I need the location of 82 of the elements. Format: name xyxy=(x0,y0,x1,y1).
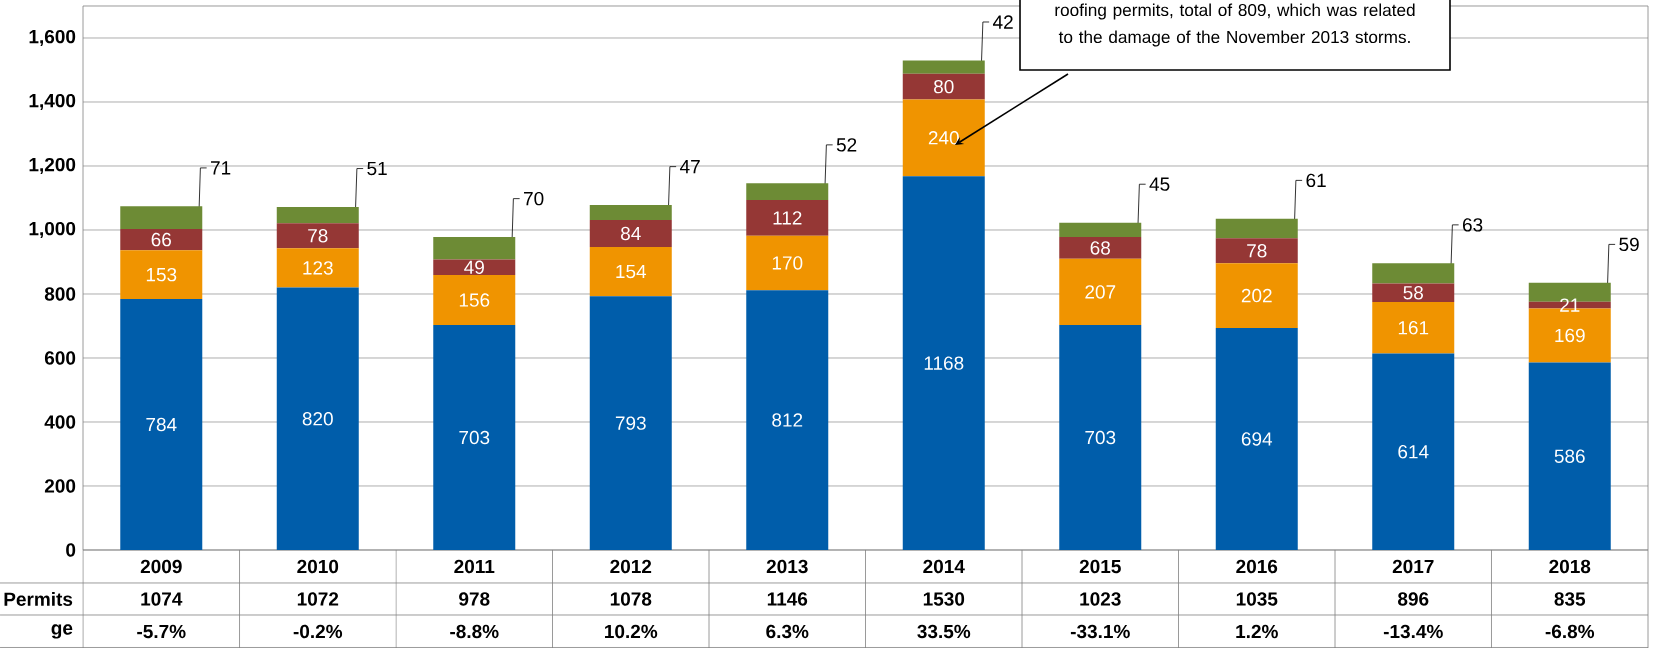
data-label: 80 xyxy=(934,79,954,94)
text: Permits xyxy=(4,592,73,606)
x-tick-label: 2016 xyxy=(1236,559,1278,574)
text: -0.2% xyxy=(293,624,343,639)
text: 1.2% xyxy=(1236,624,1278,639)
data-label: 70 xyxy=(524,191,544,206)
text: 6.3% xyxy=(766,624,809,639)
y-tick-label: 1,400 xyxy=(29,93,76,111)
data-label: 78 xyxy=(308,229,328,243)
text: -13.4% xyxy=(1383,624,1443,639)
text: ge xyxy=(51,624,73,639)
data-label: 123 xyxy=(303,261,333,275)
data-label: 52 xyxy=(836,138,857,152)
y-tick-label: 1,600 xyxy=(29,29,76,47)
text: 33.5% xyxy=(917,624,971,639)
data-label: 156 xyxy=(459,293,490,307)
total-label: 1530 xyxy=(923,592,965,606)
data-label: 21 xyxy=(1560,298,1580,312)
y-tick-label: 1,000 xyxy=(29,221,76,239)
data-label: 703 xyxy=(459,430,490,445)
data-label: 240 xyxy=(928,131,959,145)
annotation: roofing permits, total of 809, which was related to the damage of the November 2013 storms. xyxy=(1055,3,1415,47)
y-tick-label: 0 xyxy=(66,543,76,557)
data-label: 66 xyxy=(151,232,171,247)
data-label: 45 xyxy=(1149,177,1170,191)
text: -8.8% xyxy=(450,624,499,639)
data-label: 784 xyxy=(146,417,177,432)
data-label: 793 xyxy=(615,416,646,430)
data-label: 154 xyxy=(616,264,647,279)
y-tick-label: 200 xyxy=(44,479,76,493)
text: -5.7% xyxy=(137,624,186,639)
x-tick-label: 2018 xyxy=(1549,559,1591,574)
data-label: 47 xyxy=(679,160,700,174)
data-label: 161 xyxy=(1398,321,1429,335)
data-label: 49 xyxy=(464,260,484,274)
x-tick-label: 2011 xyxy=(454,559,495,574)
y-tick-label: 800 xyxy=(44,287,76,301)
data-label: 202 xyxy=(1241,288,1272,303)
total-label: 978 xyxy=(459,592,490,606)
total-label: 1074 xyxy=(141,592,183,606)
data-label: 812 xyxy=(772,413,803,427)
x-tick-label: 2017 xyxy=(1392,559,1434,574)
data-label: 614 xyxy=(1398,445,1429,459)
data-label: 58 xyxy=(1403,285,1424,300)
total-label: 835 xyxy=(1554,592,1586,606)
data-label: 84 xyxy=(621,226,641,241)
x-tick-label: 2012 xyxy=(610,559,652,574)
data-label: 78 xyxy=(1247,244,1267,258)
data-label: 112 xyxy=(773,211,802,225)
data-label: 59 xyxy=(1619,237,1639,252)
data-label: 694 xyxy=(1241,432,1273,446)
data-label: 51 xyxy=(367,161,387,176)
total-label: 896 xyxy=(1397,592,1429,606)
data-label: 169 xyxy=(1555,328,1585,343)
text: -33.1% xyxy=(1070,624,1130,639)
data-label: 42 xyxy=(992,15,1013,29)
y-tick-label: 600 xyxy=(44,351,76,365)
total-label: 1146 xyxy=(767,592,808,606)
x-tick-label: 2014 xyxy=(923,559,965,574)
y-tick-label: 1,200 xyxy=(29,157,76,175)
data-label: 820 xyxy=(302,412,333,426)
data-label: 153 xyxy=(146,267,177,282)
total-label: 1035 xyxy=(1236,592,1278,606)
total-label: 1023 xyxy=(1080,592,1121,606)
data-label: 586 xyxy=(1554,449,1585,463)
x-tick-label: 2010 xyxy=(297,559,339,574)
data-label: 68 xyxy=(1090,241,1111,255)
data-label: 63 xyxy=(1463,218,1483,232)
text: -6.8% xyxy=(1545,624,1595,639)
y-tick-label: 400 xyxy=(44,415,76,429)
x-tick-label: 2013 xyxy=(766,559,808,574)
data-label: 207 xyxy=(1085,285,1116,299)
data-label: 71 xyxy=(211,161,231,175)
data-label: 61 xyxy=(1306,173,1326,188)
total-label: 1078 xyxy=(610,592,652,606)
x-tick-label: 2015 xyxy=(1079,559,1121,574)
data-label: 170 xyxy=(772,256,803,270)
x-tick-label: 2009 xyxy=(140,559,182,574)
data-label: 703 xyxy=(1085,430,1116,445)
data-label: 1168 xyxy=(924,356,964,370)
text: 10.2% xyxy=(605,624,658,639)
total-label: 1072 xyxy=(297,592,339,606)
